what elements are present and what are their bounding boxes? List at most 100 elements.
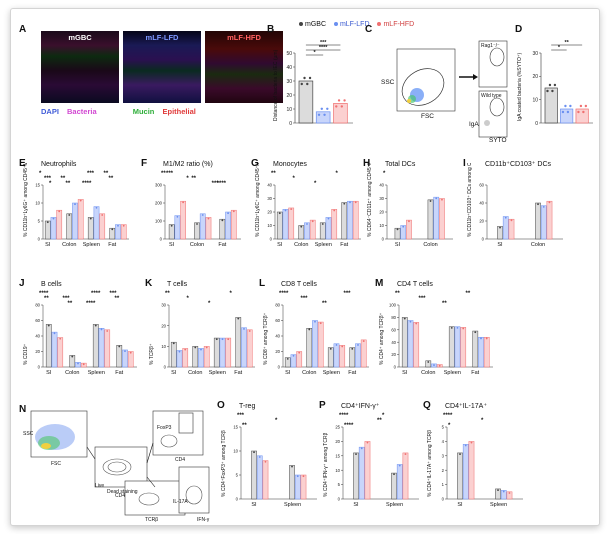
bar <box>319 222 326 240</box>
panel-a: A mGBC mLF-LFD mLF-HFD DAPI Bacteria Muc… <box>11 9 283 149</box>
x-tick-label: SI <box>46 370 52 376</box>
x-categories: SI Spleen <box>319 502 419 510</box>
x-categories: SI Spleen <box>217 502 317 510</box>
sig-label: ** <box>242 423 247 429</box>
bar <box>225 211 231 240</box>
panel-q: Q CD4⁺IL-17A⁺% CD4⁺IL-17A⁺ among TCRβ 0 1 2 3… <box>423 401 523 511</box>
axis-ssc: SSC <box>381 79 395 86</box>
bar <box>284 357 291 368</box>
y-tick-label: 4 <box>442 439 445 444</box>
bar <box>506 491 513 500</box>
data-point <box>117 224 119 227</box>
data-point <box>303 76 306 80</box>
y-tick-label: 0 <box>289 121 292 127</box>
panel-letter: Q <box>423 400 431 411</box>
data-point <box>564 104 567 108</box>
data-point <box>409 320 412 323</box>
sig-label: ** <box>395 291 400 297</box>
axis-fsc: FSC <box>421 113 434 120</box>
bar <box>168 224 175 240</box>
bar <box>402 452 409 500</box>
bar <box>478 336 484 368</box>
data-point <box>569 104 572 108</box>
panel-title: T-reg <box>239 403 256 410</box>
data-point <box>200 348 202 351</box>
x-tick-label: Spleen <box>87 370 105 376</box>
data-point <box>77 362 79 365</box>
x-categories: SI Spleen <box>423 502 523 510</box>
y-tick-label: 0 <box>442 497 445 502</box>
bar <box>203 346 210 368</box>
sig-label: **** <box>319 45 328 51</box>
axis-il17a: IL-17A <box>173 499 188 505</box>
bar-mLF-LFD <box>315 111 331 124</box>
data-point <box>184 348 187 351</box>
x-tick-label: Colon <box>188 370 203 376</box>
sig-label: * <box>229 291 232 297</box>
bar <box>246 329 253 368</box>
micrograph-title: mLF-HFD <box>227 33 261 42</box>
bar <box>219 218 226 240</box>
data-point <box>485 337 488 340</box>
data-point <box>95 206 98 209</box>
data-point <box>46 221 49 224</box>
x-tick-label: Fat <box>108 242 117 248</box>
bar <box>391 472 397 500</box>
x-tick-label: Colon <box>530 242 546 248</box>
x-tick-label: Spleen <box>284 502 302 508</box>
y-tick-label: 10 <box>532 97 538 103</box>
sig-label: **** <box>279 291 289 297</box>
sig-label: ** <box>565 40 570 46</box>
y-tick-label: 1 <box>442 482 445 487</box>
panel-letter: O <box>217 400 225 411</box>
bar <box>535 202 541 240</box>
bar <box>460 327 467 368</box>
data-point <box>308 76 312 80</box>
y-tick-label: 10 <box>379 223 384 228</box>
data-point <box>355 453 357 456</box>
data-point <box>450 327 453 329</box>
x-tick-label: Spleen <box>490 502 508 508</box>
data-point <box>306 82 309 86</box>
sig-label: * <box>314 181 317 187</box>
data-point <box>82 363 85 366</box>
sig-label: ** <box>165 291 170 297</box>
label-wild-type: Wild type <box>481 93 502 99</box>
bar <box>92 324 99 368</box>
bar <box>433 196 440 240</box>
x-tick-label: Spleen <box>386 502 404 508</box>
sig-label: * <box>275 418 278 424</box>
bar <box>325 217 332 240</box>
data-point <box>237 317 240 320</box>
bar-chart: 0 10 20 30 40 <box>379 183 453 242</box>
data-point <box>415 322 418 325</box>
data-point <box>89 217 92 220</box>
data-point <box>258 456 261 458</box>
bar <box>300 474 307 500</box>
y-tick-label: 20 <box>532 74 538 80</box>
bar-mGBC <box>298 80 314 124</box>
panel-letter: L <box>259 278 266 289</box>
bar-chart: 0 100 200 300 <box>155 183 241 242</box>
data-point <box>300 225 303 228</box>
sig-label: *** <box>300 296 308 302</box>
bar <box>182 348 189 368</box>
y-tick-label: 5 <box>338 482 341 487</box>
bar <box>44 220 51 240</box>
bar <box>115 224 121 240</box>
bar <box>425 360 432 368</box>
data-point <box>398 464 401 467</box>
bar <box>353 452 359 500</box>
sig-label: ** <box>161 171 166 177</box>
bar <box>127 351 134 368</box>
bar <box>109 227 116 240</box>
bar <box>306 328 313 368</box>
bar <box>457 452 463 500</box>
data-point <box>459 453 461 456</box>
bar <box>500 490 507 500</box>
bar <box>56 209 63 240</box>
sig-label: **** <box>39 291 49 297</box>
bar <box>282 209 289 240</box>
